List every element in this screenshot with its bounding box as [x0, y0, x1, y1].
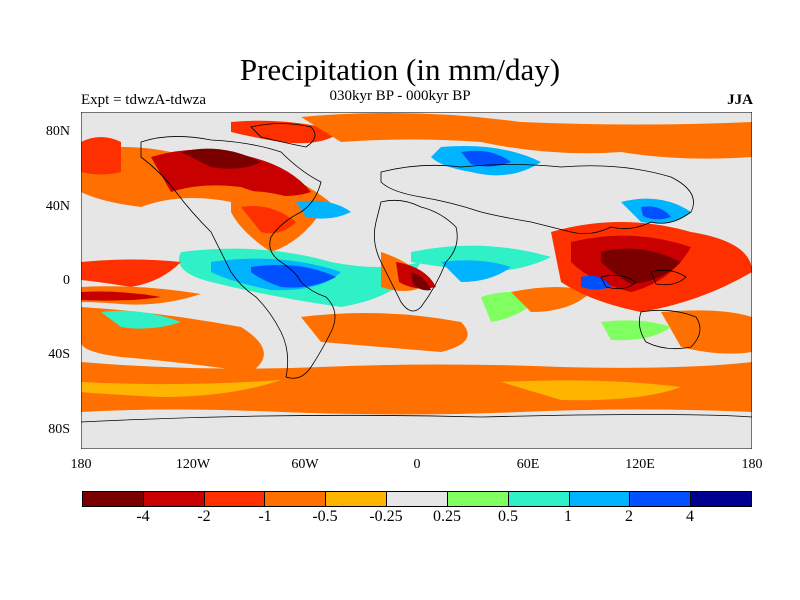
colorbar-swatch-4	[326, 492, 388, 506]
colorbar-label: 1	[564, 508, 572, 525]
colorbar-swatch-0	[83, 492, 144, 506]
lat-label-80s: 80S	[48, 422, 70, 437]
season-label: JJA	[727, 92, 753, 108]
colorbar-label: -1	[258, 508, 272, 525]
lon-label-120w: 120W	[175, 457, 211, 472]
colorbar-label: 0.25	[433, 508, 461, 525]
map-title: Precipitation (in mm/day)	[239, 52, 561, 87]
colorbar-swatch-1	[143, 492, 205, 506]
colorbar-swatch-2	[204, 492, 266, 506]
lon-label-60w: 60W	[291, 457, 319, 472]
colorbar-label: -2	[197, 508, 211, 525]
precipitation-anomaly-map	[81, 112, 752, 449]
colorbar-swatch-3	[265, 492, 327, 506]
lon-label-120e: 120E	[625, 457, 655, 472]
colorbar-swatch-7	[508, 492, 570, 506]
colorbar-label: 0.5	[498, 508, 518, 525]
lon-label-60e: 60E	[516, 457, 540, 472]
colorbar-label: -0.5	[312, 508, 338, 525]
colorbar-swatch-9	[630, 492, 692, 506]
lat-label-40n: 40N	[45, 199, 70, 214]
map-canvas	[81, 112, 752, 449]
lon-label-180w: 180	[70, 457, 92, 472]
colorbar-label: 4	[686, 508, 694, 525]
colorbar-label: -0.25	[369, 508, 403, 525]
colorbar-swatch-6	[447, 492, 509, 506]
experiment-label: Expt = tdwzA-tdwza	[81, 92, 207, 108]
colorbar-swatch-8	[569, 492, 631, 506]
colorbar-label: 2	[625, 508, 633, 525]
lon-label-180e: 180	[741, 457, 763, 472]
lat-label-80n: 80N	[45, 124, 70, 139]
map-subtitle: 030kyr BP - 000kyr BP	[329, 88, 471, 104]
lat-label-0: 0	[63, 273, 70, 288]
colorbar-swatch-10	[691, 492, 751, 506]
lat-label-40s: 40S	[48, 347, 70, 362]
colorbar-label: -4	[136, 508, 150, 525]
coastlines	[81, 123, 752, 423]
colorbar-swatch-5	[387, 492, 448, 506]
lon-label-0: 0	[413, 457, 421, 472]
colorbar	[82, 491, 752, 507]
anomaly-fields	[81, 113, 752, 449]
